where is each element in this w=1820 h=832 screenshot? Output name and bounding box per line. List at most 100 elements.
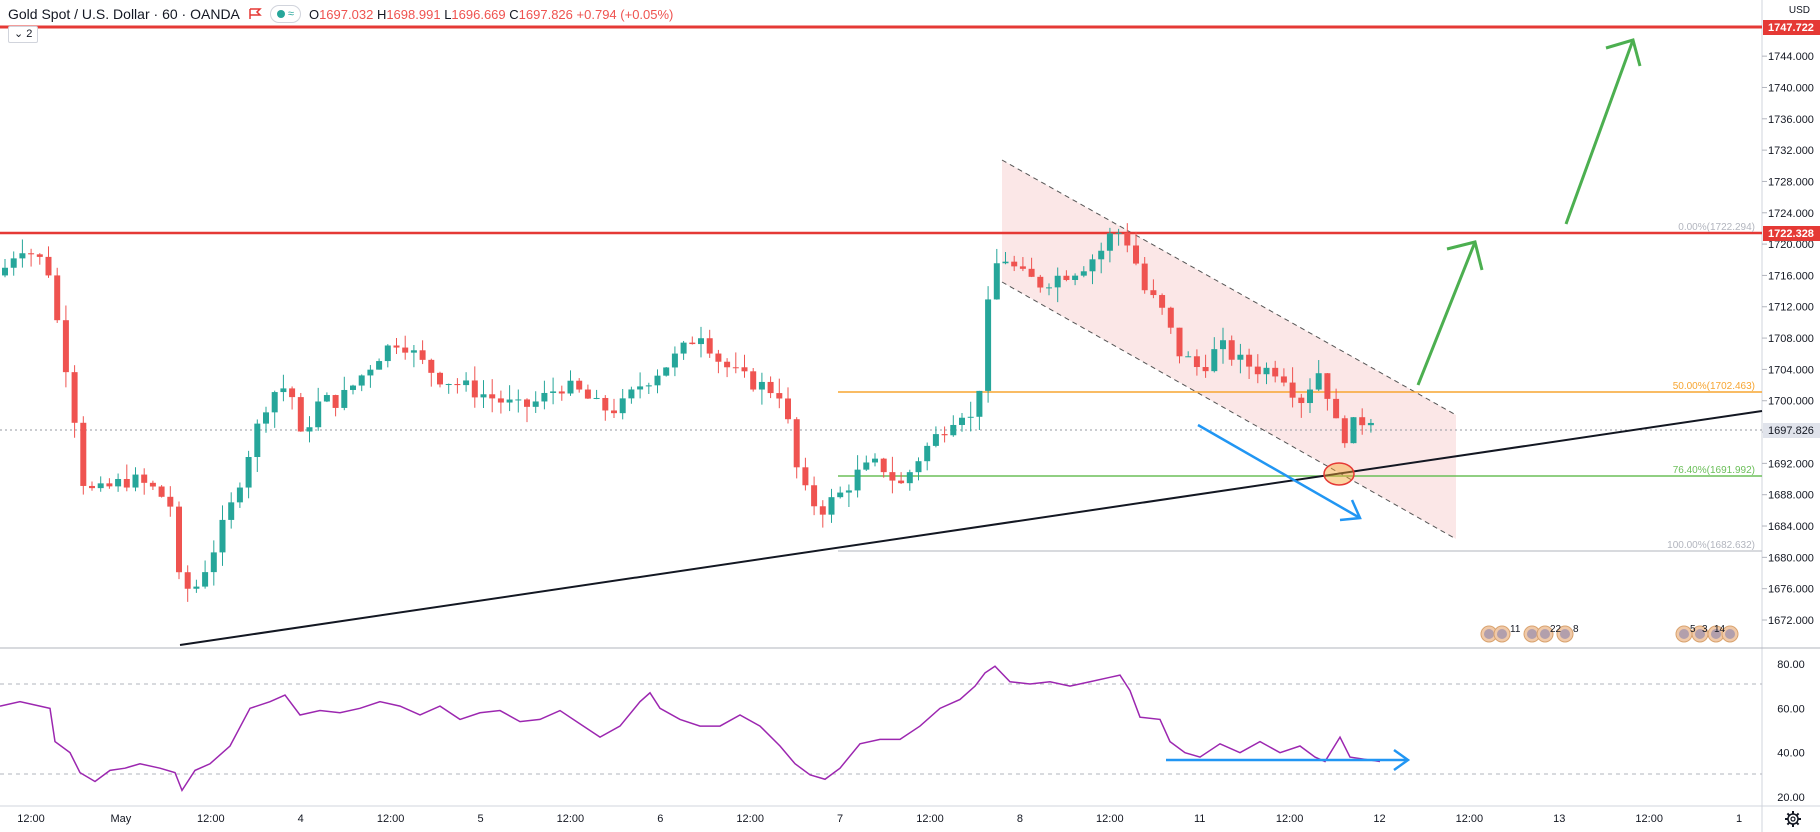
market-status-badge[interactable]: ≈ <box>269 5 301 23</box>
candle[interactable] <box>1333 388 1340 419</box>
candle[interactable] <box>1054 267 1061 303</box>
candle[interactable] <box>1176 327 1183 364</box>
candle[interactable] <box>593 389 600 400</box>
candle[interactable] <box>402 335 409 360</box>
candle[interactable] <box>837 486 844 499</box>
candle[interactable] <box>1037 274 1044 293</box>
candle[interactable] <box>306 416 313 443</box>
candle[interactable] <box>767 376 774 399</box>
candle[interactable] <box>245 450 252 499</box>
candle[interactable] <box>297 392 304 432</box>
indicator-toggle[interactable]: ⌄ 2 <box>8 26 39 43</box>
candle[interactable] <box>36 253 43 265</box>
candle[interactable] <box>993 248 1000 300</box>
candle[interactable] <box>1028 257 1035 278</box>
candle[interactable] <box>167 486 174 517</box>
candle[interactable] <box>506 385 513 412</box>
candle[interactable] <box>115 473 122 492</box>
candle[interactable] <box>1063 270 1070 282</box>
candle[interactable] <box>1106 227 1113 263</box>
candle[interactable] <box>210 540 217 586</box>
candle[interactable] <box>271 390 278 428</box>
candle[interactable] <box>1098 242 1105 274</box>
candle[interactable] <box>358 374 365 392</box>
candle[interactable] <box>384 344 391 368</box>
candle[interactable] <box>802 457 809 491</box>
candle[interactable] <box>315 387 322 431</box>
candle[interactable] <box>715 349 722 374</box>
candle[interactable] <box>489 379 496 413</box>
economic-events-group-1[interactable]: 11 22 8 <box>1480 624 1579 643</box>
candle[interactable] <box>1002 252 1009 265</box>
candle[interactable] <box>1315 360 1322 392</box>
channel-lower-line[interactable] <box>1001 281 1457 540</box>
gear-icon[interactable] <box>1785 811 1801 827</box>
candle[interactable] <box>985 286 992 403</box>
candle[interactable] <box>776 378 783 409</box>
blue-arrow-rsi[interactable] <box>1166 748 1411 772</box>
candle[interactable] <box>550 377 557 405</box>
candle[interactable] <box>811 476 818 516</box>
candle[interactable] <box>463 372 470 392</box>
candle[interactable] <box>176 501 182 580</box>
candle[interactable] <box>1133 231 1139 266</box>
candle[interactable] <box>1220 327 1226 364</box>
candle[interactable] <box>228 492 235 529</box>
us-flag-event-icon[interactable] <box>1721 625 1739 643</box>
candle[interactable] <box>1359 408 1366 435</box>
candle[interactable] <box>1298 393 1305 418</box>
candle[interactable] <box>1246 348 1253 379</box>
candle[interactable] <box>1324 373 1331 411</box>
candle[interactable] <box>671 346 678 377</box>
candle[interactable] <box>1193 349 1200 376</box>
candle[interactable] <box>1072 273 1079 286</box>
candle[interactable] <box>71 365 78 438</box>
candle[interactable] <box>19 239 26 268</box>
candle[interactable] <box>793 417 800 479</box>
candle[interactable] <box>1307 378 1313 413</box>
candle[interactable] <box>254 419 261 472</box>
ascending-trendline[interactable] <box>179 410 1763 646</box>
candle[interactable] <box>558 385 565 401</box>
candle[interactable] <box>741 354 748 378</box>
candle[interactable] <box>341 376 348 411</box>
time-axis[interactable]: 12:00 May 12:00 4 12:00 5 12:00 6 12:00 7 12:00 8 12… <box>17 813 1742 825</box>
candle[interactable] <box>1141 257 1148 294</box>
candle[interactable] <box>1272 360 1279 383</box>
rsi-axis[interactable]: 80.00 60.00 40.00 20.00 <box>1777 659 1805 804</box>
candle[interactable] <box>515 389 522 413</box>
candle[interactable] <box>732 352 739 374</box>
candle[interactable] <box>872 453 878 467</box>
candle[interactable] <box>28 248 35 267</box>
candle[interactable] <box>193 579 200 593</box>
candle[interactable] <box>524 398 530 423</box>
candle[interactable] <box>280 374 287 402</box>
candlestick-series[interactable] <box>2 223 1374 602</box>
candle[interactable] <box>758 372 765 405</box>
price-pane[interactable] <box>0 0 1762 648</box>
candle[interactable] <box>184 565 191 602</box>
candle[interactable] <box>611 398 617 418</box>
candle[interactable] <box>454 378 461 394</box>
candle[interactable] <box>89 481 95 491</box>
candle[interactable] <box>724 358 731 378</box>
candle[interactable] <box>350 384 356 395</box>
candle[interactable] <box>1254 354 1261 384</box>
us-flag-event-icon[interactable] <box>1691 625 1709 643</box>
candle[interactable] <box>1046 283 1052 296</box>
candle[interactable] <box>959 412 965 432</box>
candle[interactable] <box>698 326 704 358</box>
candle[interactable] <box>2 258 8 278</box>
candle[interactable] <box>654 369 661 394</box>
candle[interactable] <box>924 442 931 471</box>
touch-point-marker[interactable] <box>1323 462 1355 486</box>
us-flag-event-icon[interactable] <box>1523 625 1541 643</box>
candle[interactable] <box>976 390 983 430</box>
candle[interactable] <box>1263 362 1270 385</box>
candle[interactable] <box>845 484 852 508</box>
candle[interactable] <box>1115 228 1122 246</box>
candle[interactable] <box>750 368 757 392</box>
candle[interactable] <box>62 305 69 388</box>
candle[interactable] <box>332 394 339 417</box>
